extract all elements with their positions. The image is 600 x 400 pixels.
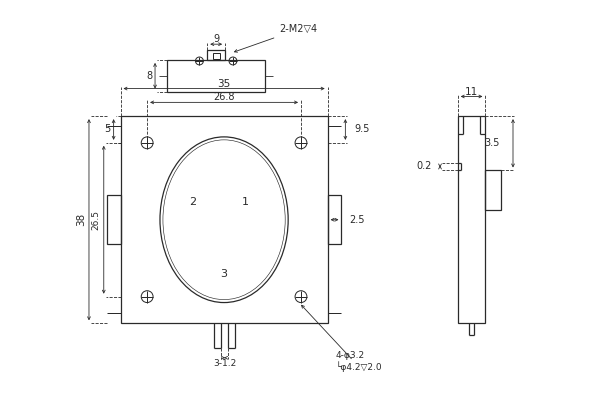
Text: 26.8: 26.8 xyxy=(214,92,235,102)
Text: 11: 11 xyxy=(465,86,478,96)
Text: 5: 5 xyxy=(104,124,111,134)
Text: 9: 9 xyxy=(213,34,219,44)
Text: 4-φ3.2: 4-φ3.2 xyxy=(335,351,365,360)
Text: 2.5: 2.5 xyxy=(349,215,365,225)
Text: 35: 35 xyxy=(217,79,230,89)
Text: 26.5: 26.5 xyxy=(91,210,100,230)
Text: 2-M2▽4: 2-M2▽4 xyxy=(235,24,317,52)
Text: 8: 8 xyxy=(146,71,152,81)
Bar xyxy=(213,53,220,59)
Text: 3-1.2: 3-1.2 xyxy=(213,359,236,368)
Text: └φ4.2▽2.0: └φ4.2▽2.0 xyxy=(335,361,382,372)
Text: 38: 38 xyxy=(76,213,86,226)
Bar xyxy=(121,116,328,323)
Text: 3: 3 xyxy=(221,269,227,279)
Bar xyxy=(107,195,121,244)
Text: 9.5: 9.5 xyxy=(354,124,370,134)
Text: 1: 1 xyxy=(242,197,249,207)
Text: 3.5: 3.5 xyxy=(484,138,499,148)
Bar xyxy=(485,170,501,210)
Text: 0.2: 0.2 xyxy=(417,162,432,172)
Bar xyxy=(328,195,341,244)
Bar xyxy=(167,60,265,92)
Bar xyxy=(208,50,225,60)
Text: 2: 2 xyxy=(189,197,196,207)
Bar xyxy=(458,116,485,323)
